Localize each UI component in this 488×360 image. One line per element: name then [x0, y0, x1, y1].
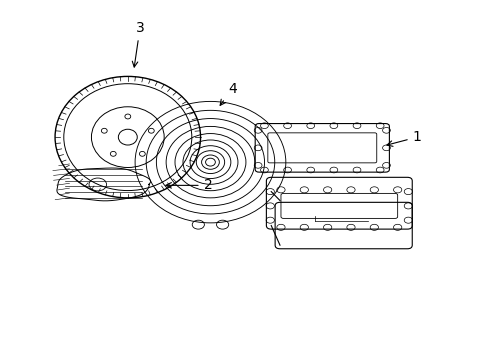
Text: 2: 2: [165, 178, 212, 192]
Text: 4: 4: [220, 82, 236, 105]
Text: 1: 1: [386, 130, 421, 146]
Text: 3: 3: [132, 21, 144, 67]
